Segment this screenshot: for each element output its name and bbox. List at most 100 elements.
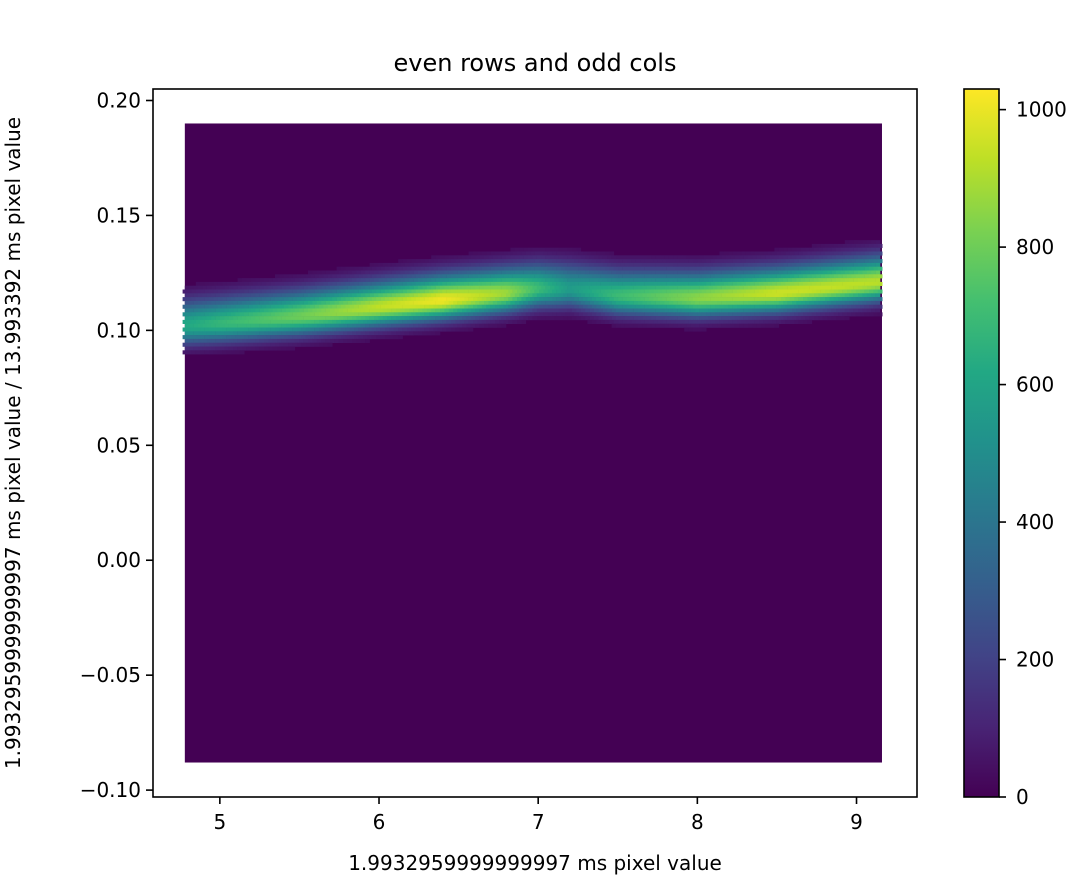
hex-cell bbox=[517, 266, 522, 271]
hex-cell bbox=[294, 293, 300, 298]
hex-cell bbox=[336, 304, 342, 309]
hex-cell bbox=[772, 259, 777, 264]
hex-cell bbox=[580, 270, 586, 275]
hex-cell bbox=[457, 300, 463, 305]
hex-cell bbox=[492, 270, 498, 275]
hex-cell bbox=[378, 300, 384, 305]
hex-cell bbox=[776, 274, 782, 279]
hex-cell bbox=[774, 278, 780, 283]
hex-cell bbox=[646, 293, 652, 298]
hex-cell bbox=[541, 293, 546, 298]
hex-cell bbox=[286, 346, 291, 351]
hex-cell bbox=[818, 285, 824, 290]
hex-cell bbox=[550, 262, 555, 267]
hex-cell bbox=[534, 312, 540, 317]
hex-cell bbox=[811, 304, 817, 309]
hex-cell bbox=[246, 346, 252, 351]
hex-cell bbox=[745, 319, 751, 324]
hex-cell bbox=[217, 342, 223, 347]
hex-cell bbox=[455, 274, 461, 279]
hex-cell bbox=[836, 300, 841, 305]
hex-cell bbox=[763, 289, 769, 294]
hex-cell bbox=[451, 274, 456, 279]
hex-cell bbox=[858, 308, 863, 313]
hex-cell bbox=[473, 251, 478, 256]
hex-cell bbox=[539, 251, 544, 256]
hex-cell bbox=[400, 293, 406, 298]
hex-cell bbox=[233, 331, 238, 336]
hex-cell bbox=[580, 300, 586, 305]
hex-cell bbox=[503, 297, 509, 302]
hex-cell bbox=[431, 308, 436, 313]
hex-cell bbox=[642, 308, 648, 313]
hex-cell bbox=[545, 316, 551, 321]
hex-cell bbox=[270, 281, 276, 286]
hex-cell bbox=[352, 285, 357, 290]
hex-cell bbox=[567, 316, 573, 321]
hex-cell bbox=[512, 289, 518, 294]
hex-cell bbox=[495, 251, 500, 256]
hex-cell bbox=[211, 323, 216, 328]
hex-cell bbox=[754, 251, 760, 256]
hex-cell bbox=[338, 293, 344, 298]
hex-cell bbox=[543, 289, 549, 294]
hex-cell bbox=[446, 297, 452, 302]
hex-cell bbox=[803, 274, 808, 279]
hex-cell bbox=[539, 274, 544, 279]
hex-cell bbox=[800, 255, 806, 260]
hex-cell bbox=[220, 331, 225, 336]
hex-cell bbox=[451, 259, 456, 264]
hex-cell bbox=[239, 350, 245, 355]
hex-cell bbox=[873, 259, 879, 264]
hex-cell bbox=[459, 289, 465, 294]
hex-cell bbox=[673, 300, 678, 305]
hex-cell bbox=[587, 319, 593, 324]
hex-cell bbox=[748, 270, 753, 275]
hex-cell bbox=[728, 304, 733, 309]
hex-cell bbox=[825, 259, 830, 264]
hex-cell bbox=[655, 323, 661, 328]
hex-cell bbox=[561, 304, 566, 309]
hex-cell bbox=[426, 331, 432, 336]
hex-cell bbox=[869, 274, 874, 279]
hex-cell bbox=[195, 342, 201, 347]
hex-cell bbox=[283, 281, 289, 286]
hex-cell bbox=[198, 323, 203, 328]
hex-cell bbox=[607, 278, 612, 283]
y-tick-label: −0.05 bbox=[80, 663, 141, 687]
hex-cell bbox=[314, 274, 320, 279]
hex-cell bbox=[831, 285, 837, 290]
hex-cell bbox=[446, 289, 452, 294]
hex-cell bbox=[389, 335, 395, 340]
hex-cell bbox=[424, 289, 430, 294]
hex-cell bbox=[484, 270, 489, 275]
hex-cell bbox=[336, 289, 342, 294]
hex-cell bbox=[264, 300, 269, 305]
hex-cell bbox=[451, 289, 456, 294]
hex-cell bbox=[822, 278, 828, 283]
hex-cell bbox=[877, 259, 883, 264]
hex-cell bbox=[679, 289, 685, 294]
hex-cell bbox=[354, 319, 359, 324]
hex-cell bbox=[213, 297, 219, 302]
hex-cell bbox=[470, 300, 476, 305]
hex-cell bbox=[393, 274, 399, 279]
hex-cell bbox=[792, 262, 797, 267]
hex-cell bbox=[525, 289, 531, 294]
hex-cell bbox=[536, 308, 542, 313]
hex-cell bbox=[770, 300, 775, 305]
hex-cell bbox=[506, 262, 511, 267]
hex-cell bbox=[624, 293, 630, 298]
hex-cell bbox=[312, 270, 318, 275]
hex-cell bbox=[189, 331, 194, 336]
hex-cell bbox=[734, 285, 740, 290]
hex-cell bbox=[673, 293, 678, 298]
hex-cell bbox=[253, 289, 258, 294]
hex-cell bbox=[396, 270, 401, 275]
hex-cell bbox=[239, 297, 245, 302]
hex-cell bbox=[690, 255, 696, 260]
hex-cell bbox=[299, 338, 304, 343]
hex-cell bbox=[365, 300, 370, 305]
hex-cell bbox=[811, 243, 817, 248]
hex-cell bbox=[360, 300, 366, 305]
